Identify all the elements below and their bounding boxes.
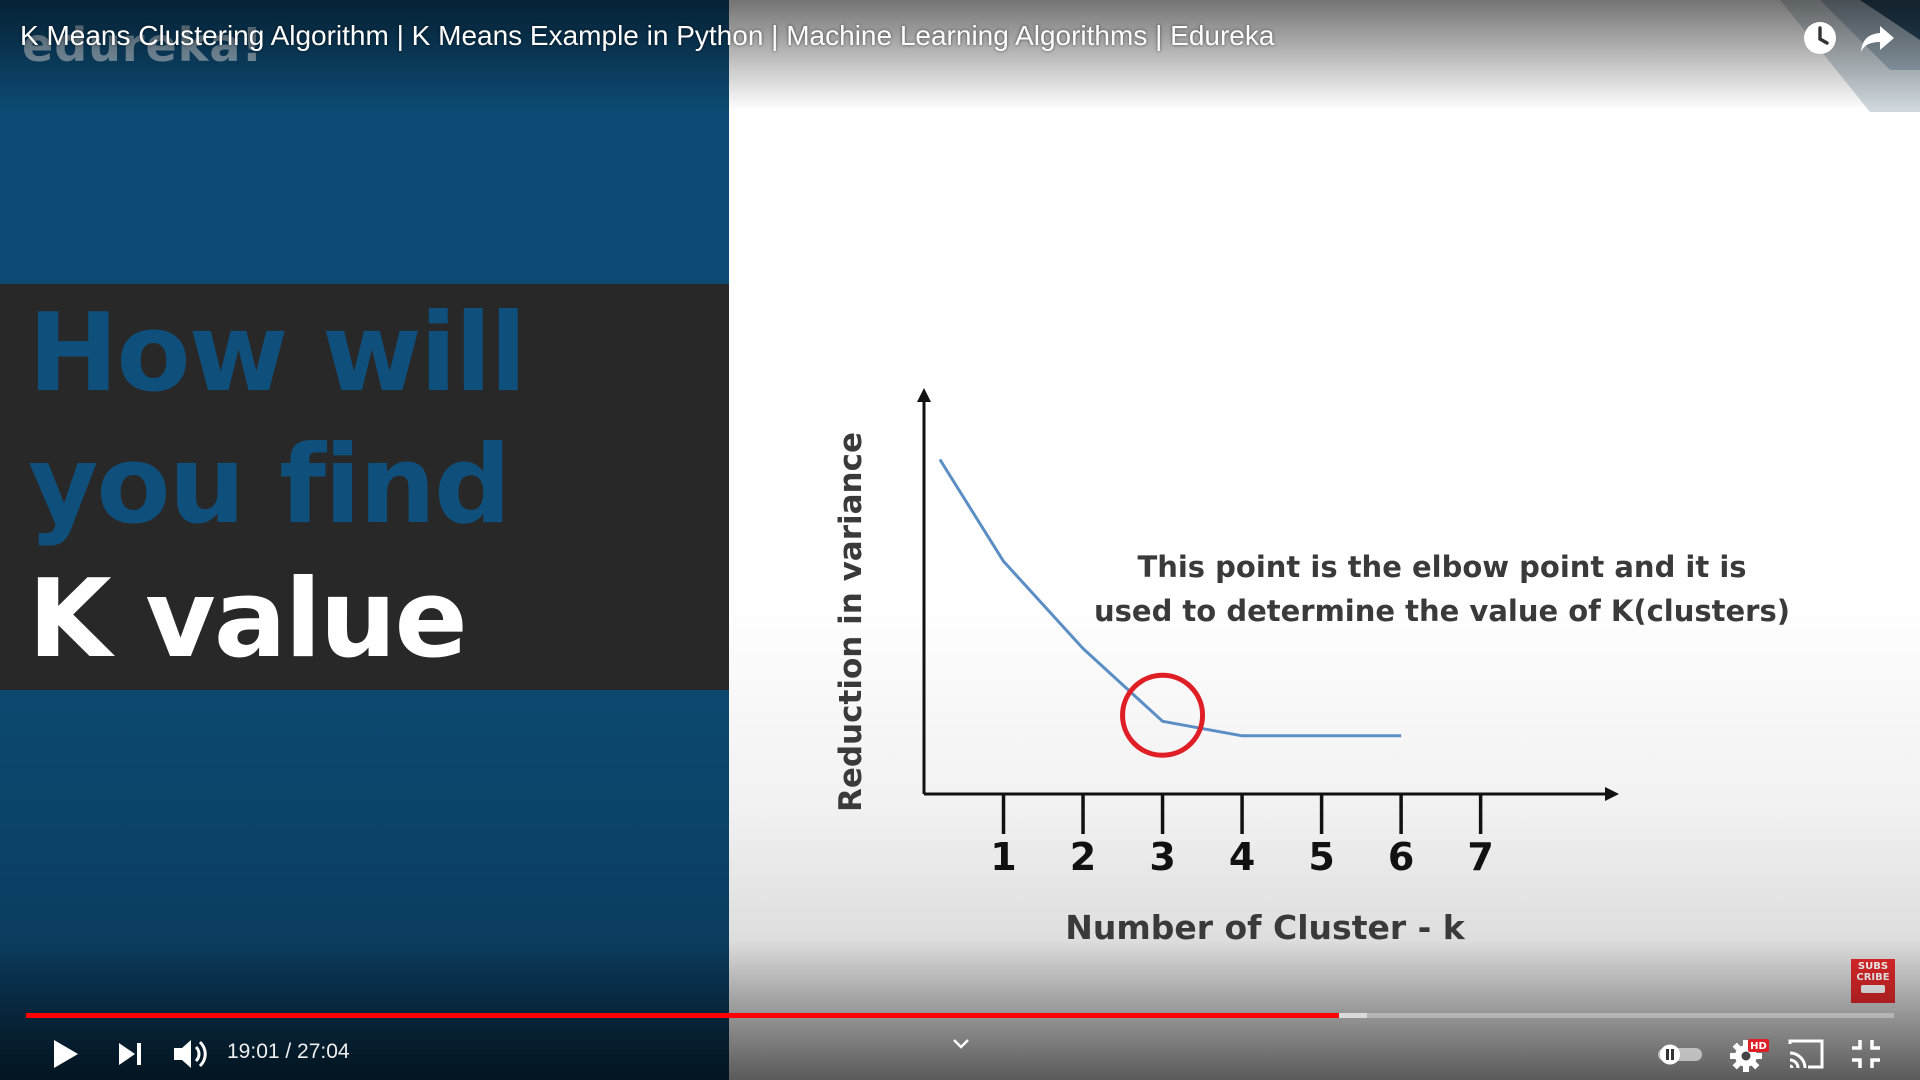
next-icon[interactable] bbox=[108, 1032, 152, 1076]
time-display: 19:01 / 27:04 bbox=[227, 1040, 350, 1063]
x-axis-title: Number of Cluster - k bbox=[1065, 908, 1466, 947]
x-tick-label: 4 bbox=[1229, 835, 1255, 879]
hd-badge: HD bbox=[1750, 1041, 1767, 1052]
progress-played bbox=[26, 1013, 1340, 1018]
chart-axes bbox=[917, 388, 1619, 801]
elbow-annotation-line: used to determine the value of K(cluster… bbox=[1094, 594, 1790, 628]
share-arrow-icon[interactable] bbox=[1858, 18, 1898, 58]
subscribe-badge-line-2: CRIBE bbox=[1856, 972, 1890, 983]
elbow-annotation-line: This point is the elbow point and it is bbox=[1137, 550, 1746, 584]
cast-icon[interactable] bbox=[1784, 1032, 1828, 1076]
slide-heading-line-2: you find bbox=[28, 423, 511, 548]
x-axis-arrow bbox=[1605, 787, 1619, 801]
clock-icon[interactable] bbox=[1800, 18, 1840, 58]
autoplay-toggle-icon[interactable] bbox=[1655, 1032, 1705, 1076]
slide-heading-line-1: How will bbox=[28, 291, 527, 416]
slide-heading-band bbox=[0, 284, 729, 690]
subscribe-badge-logo bbox=[1861, 985, 1885, 993]
x-tick-label: 1 bbox=[990, 835, 1016, 879]
control-bar: 19:01 / 27:04 HD bbox=[0, 1020, 1920, 1080]
elbow-chart: 1 2 3 4 5 6 7 Number of Cluster - k Reduction i… bbox=[833, 388, 1790, 947]
slide-left-panel: edureka! How will you find K value bbox=[0, 0, 729, 1080]
progress-bar[interactable] bbox=[26, 1013, 1894, 1018]
x-tick-label: 6 bbox=[1388, 835, 1414, 879]
y-axis-title: Reduction in variance bbox=[833, 432, 869, 812]
slide-right-panel bbox=[729, 0, 1920, 1080]
subscribe-badge-line-1: SUBS bbox=[1857, 961, 1889, 972]
exit-fullscreen-icon[interactable] bbox=[1844, 1032, 1888, 1076]
elbow-point-marker bbox=[1120, 672, 1206, 758]
volume-icon[interactable] bbox=[168, 1032, 212, 1076]
video-title[interactable]: K Means Clustering Algorithm | K Means E… bbox=[20, 20, 1275, 51]
x-tick-label: 2 bbox=[1070, 835, 1096, 879]
slide-heading-line-3: K value bbox=[28, 557, 468, 682]
gear-icon[interactable]: HD bbox=[1726, 1032, 1770, 1076]
y-axis-arrow bbox=[917, 388, 931, 402]
x-tick-label: 7 bbox=[1467, 835, 1493, 879]
play-icon[interactable] bbox=[42, 1032, 86, 1076]
subscribe-badge[interactable]: SUBS CRIBE bbox=[1851, 959, 1895, 1003]
variance-curve-line bbox=[938, 458, 1402, 738]
x-tick-label: 3 bbox=[1149, 835, 1175, 879]
x-tick-label: 5 bbox=[1308, 835, 1334, 879]
chevron-down-icon[interactable] bbox=[948, 1036, 974, 1052]
